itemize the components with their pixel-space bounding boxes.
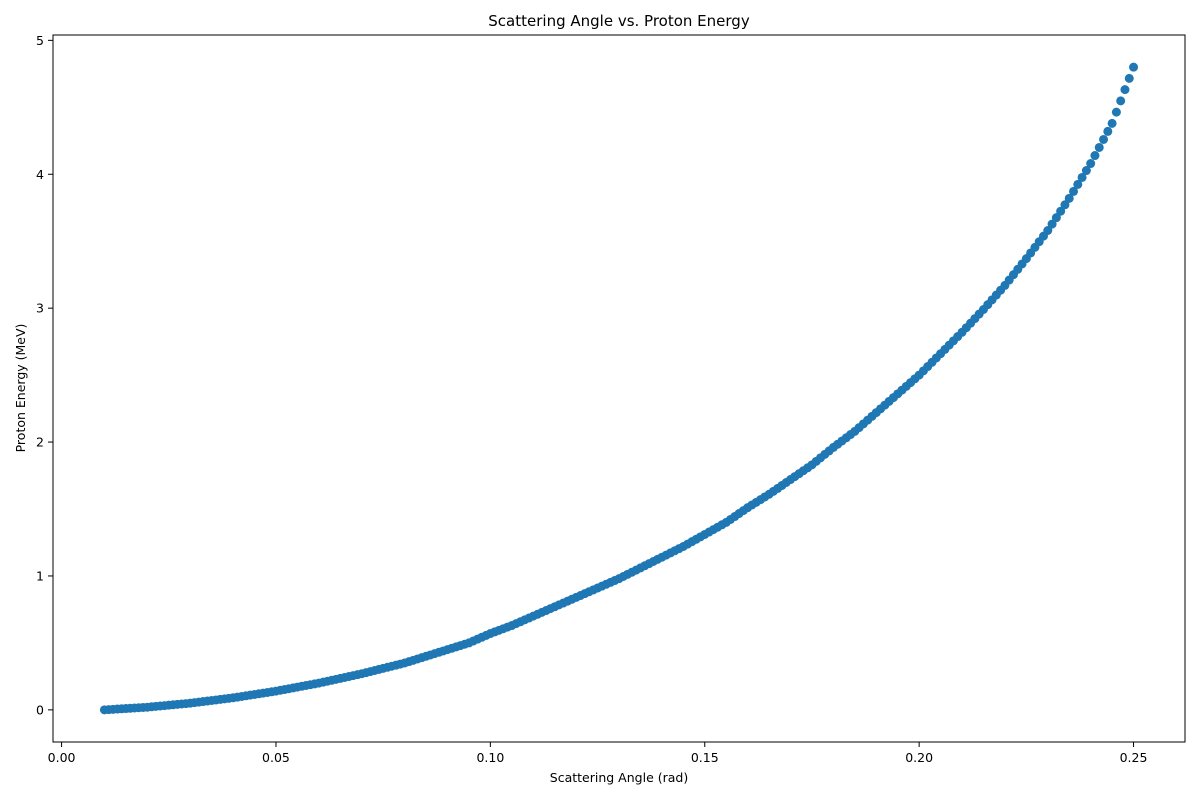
data-point (1107, 118, 1117, 128)
data-point (1120, 85, 1130, 95)
data-point (1094, 142, 1104, 152)
x-tick-label: 0.05 (262, 750, 290, 765)
y-tick-label: 2 (36, 435, 44, 450)
x-tick-label: 0.10 (476, 750, 504, 765)
data-point (1116, 96, 1126, 106)
x-tick-label: 0.15 (691, 750, 719, 765)
data-point (1124, 73, 1134, 83)
data-point (1090, 151, 1100, 161)
data-point (1047, 219, 1057, 229)
data-point (1129, 62, 1139, 72)
y-tick-label: 3 (36, 301, 44, 316)
data-points (99, 62, 1139, 715)
y-tick-label: 0 (36, 702, 44, 717)
data-point (1081, 166, 1091, 176)
data-point (1056, 206, 1066, 216)
x-axis-label: Scattering Angle (rad) (550, 770, 688, 785)
data-point (1086, 159, 1096, 169)
data-point (1111, 107, 1121, 117)
y-tick-label: 5 (36, 33, 44, 48)
plot-frame (52, 34, 1186, 743)
x-tick-label: 0.20 (905, 750, 933, 765)
y-tick-label: 1 (36, 568, 44, 583)
data-point (1051, 213, 1061, 223)
x-tick-label: 0.25 (1120, 750, 1148, 765)
y-axis-label: Proton Energy (MeV) (13, 324, 28, 453)
data-point (1073, 179, 1083, 189)
data-point (1077, 172, 1087, 182)
data-point (1043, 226, 1053, 235)
y-axis: 0 1 2 3 4 5 (36, 33, 53, 717)
data-point (1103, 126, 1113, 136)
x-tick-label: 0.00 (48, 750, 76, 765)
data-point (1099, 134, 1109, 144)
y-tick-label: 4 (36, 167, 44, 182)
data-point (1060, 200, 1070, 210)
data-point (1064, 193, 1074, 203)
chart-title: Scattering Angle vs. Proton Energy (488, 12, 750, 30)
x-axis: 0.00 0.05 0.10 0.15 0.20 0.25 (48, 742, 1148, 765)
data-point (1069, 186, 1079, 196)
